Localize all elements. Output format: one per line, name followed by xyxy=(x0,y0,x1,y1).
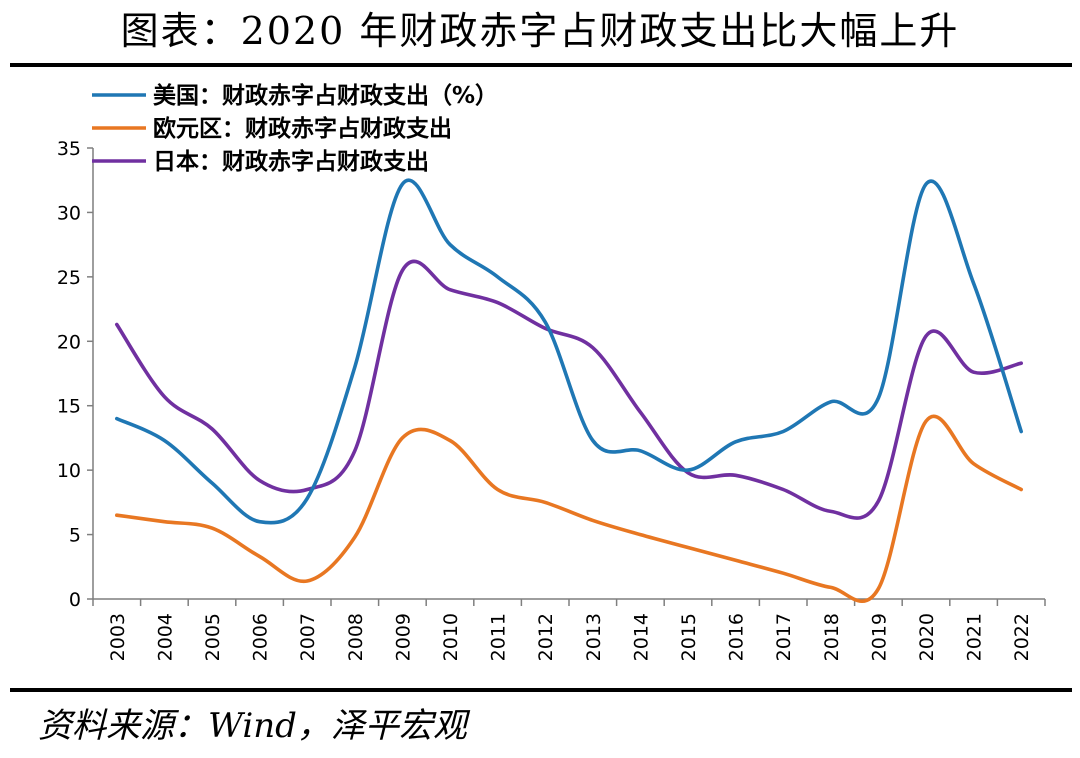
legend-label-2: 日本：财政赤字占财政支出 xyxy=(153,148,429,175)
x-tick-label: 2008 xyxy=(345,613,367,661)
x-tick-label: 2010 xyxy=(440,613,462,661)
y-tick-label: 30 xyxy=(57,202,81,224)
x-tick-label: 2005 xyxy=(202,613,224,661)
series-layer xyxy=(115,178,1023,604)
y-tick-label: 0 xyxy=(69,589,81,611)
x-tick-label: 2015 xyxy=(678,613,700,661)
series-line-2 xyxy=(115,259,1023,520)
y-tick-label: 5 xyxy=(69,525,81,547)
x-tick-label: 2012 xyxy=(535,613,557,661)
source-note: 资料来源：Wind，泽平宏观 xyxy=(38,706,467,746)
y-tick-label: 20 xyxy=(57,331,81,353)
x-tick-label: 2009 xyxy=(392,613,414,661)
x-tick-label: 2019 xyxy=(868,613,890,661)
x-tick-label: 2004 xyxy=(154,613,176,661)
bottom-divider xyxy=(10,688,1072,692)
page-title: 图表：2020 年财政赤字占财政支出比大幅上升 xyxy=(120,9,960,53)
x-tick-label: 2021 xyxy=(964,613,986,661)
x-tick-label: 2003 xyxy=(107,613,129,661)
y-tick-label: 35 xyxy=(57,138,81,160)
series-line-0 xyxy=(115,178,1023,525)
y-tick-label: 25 xyxy=(57,267,81,289)
x-tick-label: 2016 xyxy=(726,613,748,661)
series-line-1 xyxy=(115,414,1023,604)
x-tick-label: 2014 xyxy=(630,613,652,661)
top-divider xyxy=(10,63,1072,67)
x-tick-label: 2013 xyxy=(583,613,605,661)
y-tick-label: 15 xyxy=(57,396,81,418)
x-tick-label: 2020 xyxy=(916,613,938,661)
legend-label-1: 欧元区：财政赤字占财政支出 xyxy=(153,115,452,142)
x-tick-label: 2017 xyxy=(773,613,795,661)
x-tick-label: 2018 xyxy=(821,613,843,661)
chart-axes: 0 5 10 15 20 25 30 35 2003 2004 2005 2006 2007 2008 20… xyxy=(57,138,1046,661)
x-tick-label: 2006 xyxy=(250,613,272,661)
x-tick-label: 2022 xyxy=(1011,613,1033,661)
legend-label-0: 美国：财政赤字占财政支出（%） xyxy=(153,82,498,109)
x-tick-label: 2011 xyxy=(488,613,510,661)
x-tick-label: 2007 xyxy=(297,613,319,661)
y-tick-label: 10 xyxy=(57,460,81,482)
